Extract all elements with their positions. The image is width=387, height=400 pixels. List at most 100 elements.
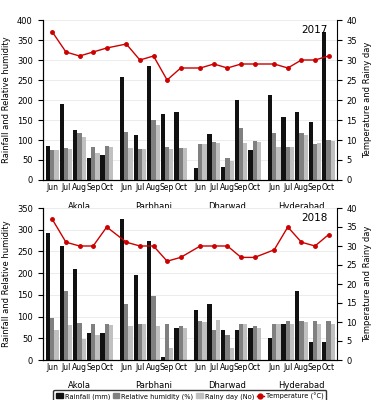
Bar <box>207 134 212 180</box>
Bar <box>87 158 91 180</box>
Bar <box>73 130 77 180</box>
Bar <box>248 328 253 360</box>
Text: Hyderabad: Hyderabad <box>278 381 325 390</box>
Bar <box>68 149 72 180</box>
Bar <box>198 144 202 180</box>
Text: Dharwad: Dharwad <box>209 381 247 390</box>
Bar <box>82 137 86 180</box>
Bar <box>322 342 327 360</box>
Bar <box>174 112 178 180</box>
Bar <box>55 330 59 360</box>
Bar <box>120 219 124 360</box>
Bar <box>295 112 299 180</box>
Bar <box>290 147 294 180</box>
Bar <box>55 150 59 180</box>
Bar <box>165 147 169 180</box>
Bar <box>95 153 99 180</box>
Bar <box>309 342 313 360</box>
Bar <box>235 100 239 180</box>
Bar <box>73 269 77 360</box>
Bar <box>183 148 187 180</box>
Bar <box>243 143 247 180</box>
Bar <box>60 246 64 360</box>
Bar <box>317 324 321 360</box>
Bar <box>268 338 272 360</box>
Bar <box>46 233 50 360</box>
Bar <box>239 128 243 180</box>
Bar <box>212 330 216 360</box>
Bar <box>134 275 138 360</box>
Bar <box>64 291 68 360</box>
Bar <box>322 32 327 180</box>
Bar <box>134 135 138 180</box>
Bar <box>138 324 142 360</box>
Text: Akola: Akola <box>68 381 91 390</box>
Bar <box>327 140 331 180</box>
Bar <box>91 324 95 360</box>
Text: Dharwad: Dharwad <box>209 202 247 211</box>
Bar <box>156 125 160 180</box>
Text: 2017: 2017 <box>301 25 328 35</box>
Bar <box>68 325 72 360</box>
Bar <box>239 324 243 360</box>
Legend: Rainfall (mm), Relative humidity (%), Rainy day (No), Temperature (°C): Rainfall (mm), Relative humidity (%), Ra… <box>53 390 326 400</box>
Bar <box>77 323 82 360</box>
Bar <box>100 333 104 360</box>
Bar <box>64 148 68 180</box>
Bar <box>253 326 257 360</box>
Text: Parbhani: Parbhani <box>135 202 172 211</box>
Bar <box>290 324 294 360</box>
Bar <box>46 146 50 180</box>
Bar <box>317 143 321 180</box>
Bar <box>169 149 173 180</box>
Bar <box>286 321 290 360</box>
Bar <box>87 333 91 360</box>
Y-axis label: Temperature and Rainy day: Temperature and Rainy day <box>363 42 372 158</box>
Bar <box>216 143 220 180</box>
Bar <box>91 147 95 180</box>
Bar <box>178 326 183 360</box>
Bar <box>178 148 183 180</box>
Bar <box>272 133 276 180</box>
Bar <box>128 326 133 360</box>
Bar <box>138 149 142 180</box>
Bar <box>147 240 151 360</box>
Bar <box>295 290 299 360</box>
Bar <box>313 144 317 180</box>
Bar <box>194 168 198 180</box>
Bar <box>225 335 229 360</box>
Bar <box>303 135 308 180</box>
Bar <box>104 324 109 360</box>
Text: Hyderabad: Hyderabad <box>278 202 325 211</box>
Bar <box>276 147 281 180</box>
Bar <box>77 133 82 180</box>
Bar <box>299 133 303 180</box>
Bar <box>221 167 225 180</box>
Bar <box>120 77 124 180</box>
Bar <box>327 321 331 360</box>
Bar <box>216 320 220 360</box>
Bar <box>194 310 198 360</box>
Bar <box>151 296 156 360</box>
Bar <box>309 122 313 180</box>
Bar <box>229 161 234 180</box>
Bar <box>253 141 257 180</box>
Bar <box>299 321 303 360</box>
Y-axis label: Rainfall and Relative humidity: Rainfall and Relative humidity <box>2 221 12 347</box>
Bar <box>198 321 202 360</box>
Bar <box>243 324 247 360</box>
Text: 2018: 2018 <box>301 212 328 222</box>
Bar <box>202 322 207 360</box>
Bar <box>212 142 216 180</box>
Bar <box>225 158 229 180</box>
Bar <box>50 150 55 180</box>
Bar <box>272 324 276 360</box>
Bar <box>124 132 128 180</box>
Bar <box>221 330 225 360</box>
Bar <box>235 330 239 360</box>
Bar <box>142 324 146 360</box>
Bar <box>124 304 128 360</box>
Bar <box>281 117 286 180</box>
Bar <box>248 150 253 180</box>
Bar <box>104 146 109 180</box>
